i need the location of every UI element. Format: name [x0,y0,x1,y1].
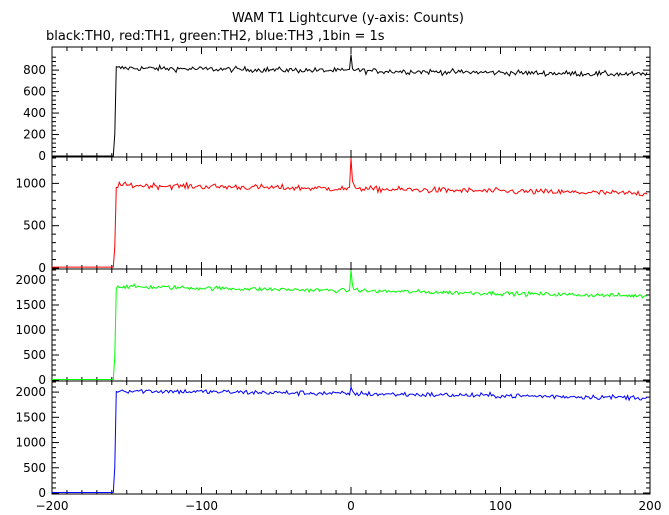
x-tick-label: 200 [639,499,662,513]
x-tick-label: 0 [347,499,355,513]
chart-title: WAM T1 Lightcurve (y-axis: Counts) [232,11,464,26]
y-tick-label: 1000 [15,436,46,450]
panel-th3: 0 500 1000 1500 2000 [15,380,651,500]
panel-th0: 0 200 400 600 800 [23,46,651,163]
y-tick-label: 500 [23,348,46,362]
y-tick-label: 0 [38,373,46,387]
y-tick-label: 2000 [15,273,46,287]
y-tick-label: 1500 [15,410,46,424]
panel-th2: 0 500 1000 1500 2000 [15,268,651,387]
x-tick-label: −100 [185,499,218,513]
y-tick-label: 0 [38,149,46,163]
series-line-th3 [52,385,648,493]
panel-th1: 0 500 1000 [15,156,651,275]
y-tick-label: 0 [38,261,46,275]
y-tick-label: 800 [23,63,46,77]
panel-frame [51,156,651,270]
y-tick-label: 500 [23,461,46,475]
x-tick-label: 100 [489,499,512,513]
x-tick-label: −200 [36,499,69,513]
series-line-th2 [52,269,648,380]
series-line-th1 [52,157,648,268]
y-tick-label: 2000 [15,385,46,399]
panel-frame [51,46,651,158]
chart-subtitle: black:TH0, red:TH1, green:TH2, blue:TH3 … [46,29,385,44]
y-tick-label: 0 [38,486,46,500]
panel-frame [51,380,651,495]
y-tick-label: 1500 [15,298,46,312]
panel-frame [51,268,651,382]
y-tick-label: 1000 [15,323,46,337]
y-tick-label: 500 [23,219,46,233]
series-line-th0 [52,54,648,157]
y-tick-label: 1000 [15,176,46,190]
y-tick-label: 200 [23,128,46,142]
y-tick-label: 400 [23,106,46,120]
x-axis: −200 −100 0 100 200 [36,499,662,513]
panels-group: 0200400600800050010000500100015002000050… [15,46,651,500]
y-tick-label: 600 [23,85,46,99]
